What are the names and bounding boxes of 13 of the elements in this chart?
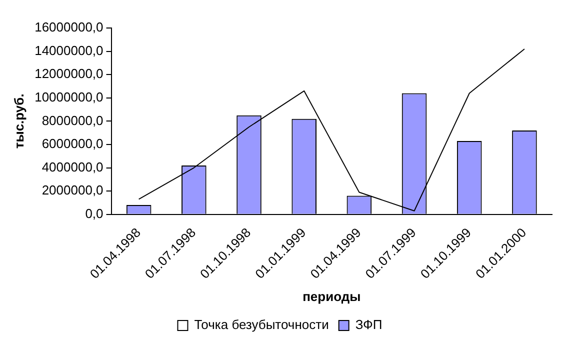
x-axis-title: периоды (302, 288, 361, 304)
y-tick-label: 8000000,0 (42, 112, 104, 128)
y-tick-label: 0,0 (85, 206, 104, 221)
y-tick-label: 14000000,0 (34, 42, 104, 58)
y-tick-label: 2000000,0 (42, 182, 104, 198)
legend-label: Точка безубыточности (194, 317, 329, 332)
y-axis-title: тыс.руб. (11, 94, 26, 149)
y-tick-label: 16000000,0 (34, 20, 104, 35)
y-tick-label: 6000000,0 (42, 136, 104, 152)
legend-label: ЗФП (355, 317, 382, 332)
y-tick-label: 4000000,0 (42, 159, 104, 174)
y-tick-label: 12000000,0 (34, 66, 104, 82)
y-tick-label: 10000000,0 (34, 89, 104, 104)
